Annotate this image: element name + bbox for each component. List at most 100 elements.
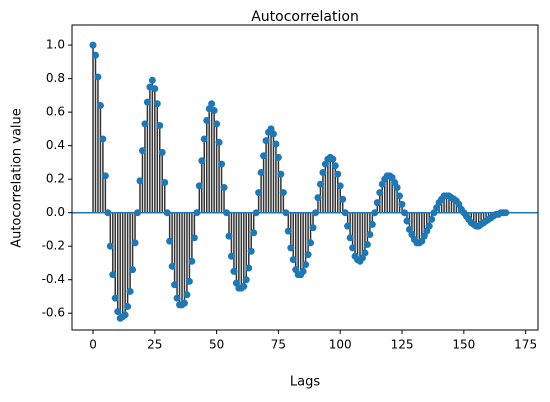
stem-marker xyxy=(104,209,112,217)
y-tick-label: 0.8 xyxy=(46,71,65,85)
x-tick-label: 25 xyxy=(147,338,162,352)
stem-marker xyxy=(136,177,144,185)
stem-marker xyxy=(302,261,310,269)
stem-marker xyxy=(331,162,339,170)
stem-marker xyxy=(257,168,265,176)
stem-marker xyxy=(363,241,371,249)
stem-marker xyxy=(403,217,411,225)
stem-marker xyxy=(227,252,235,260)
stem-marker xyxy=(161,179,169,187)
x-tick-label: 100 xyxy=(329,338,352,352)
stem-marker xyxy=(393,184,401,192)
y-tick-label: -0.4 xyxy=(42,272,65,286)
stem-marker xyxy=(190,234,198,242)
stem-marker xyxy=(245,264,253,272)
stem-marker xyxy=(193,209,201,217)
y-tick-label: 0.4 xyxy=(46,138,65,152)
y-tick-label: 0.6 xyxy=(46,105,65,119)
x-tick-label: 150 xyxy=(452,338,475,352)
stem-marker xyxy=(242,276,250,284)
stem-marker xyxy=(312,209,320,217)
stem-marker xyxy=(349,244,357,252)
stem-marker xyxy=(299,267,307,275)
stem-marker xyxy=(171,281,179,289)
stem-marker xyxy=(111,294,119,302)
stem-marker xyxy=(166,237,174,245)
stem-marker xyxy=(309,224,317,232)
x-tick-label: 75 xyxy=(271,338,286,352)
plot-frame xyxy=(71,24,539,331)
stem-marker xyxy=(148,76,156,84)
stem-marker xyxy=(126,287,134,295)
x-tick-label: 0 xyxy=(89,338,97,352)
stem-marker xyxy=(195,182,203,190)
x-axis-label: Lags xyxy=(290,375,320,390)
stem-marker xyxy=(428,215,436,223)
stem-marker xyxy=(376,189,384,197)
stem-marker xyxy=(272,140,280,148)
stem-marker xyxy=(121,311,129,319)
stem-marker xyxy=(250,229,258,237)
stem-marker xyxy=(334,170,342,178)
stem-marker xyxy=(138,147,146,155)
stem-marker xyxy=(200,135,208,143)
stem-marker xyxy=(282,209,290,217)
stem-marker xyxy=(425,222,433,230)
stem-marker xyxy=(230,267,238,275)
stem-marker xyxy=(213,120,221,128)
stem-marker xyxy=(225,232,233,240)
stem-marker xyxy=(141,120,149,128)
stem-marker xyxy=(156,122,164,130)
stem-marker xyxy=(366,230,374,238)
stem-marker xyxy=(173,294,181,302)
stem-marker xyxy=(198,157,206,165)
stem-marker xyxy=(183,291,191,299)
stem-marker xyxy=(168,262,176,270)
stem-marker xyxy=(319,168,327,176)
y-tick-label: 0.2 xyxy=(46,172,65,186)
stem-marker xyxy=(153,100,161,108)
stem-marker xyxy=(215,138,223,146)
stem-marker xyxy=(316,180,324,188)
stem-marker xyxy=(368,220,376,228)
stem-marker xyxy=(284,227,292,235)
stem-marker xyxy=(180,299,188,307)
stem-marker xyxy=(129,266,137,274)
stem-marker xyxy=(101,172,109,180)
stem-marker xyxy=(255,189,263,197)
stem-marker xyxy=(279,189,287,197)
stem-marker xyxy=(158,148,166,156)
stem-marker xyxy=(91,51,99,59)
stem-marker xyxy=(341,209,349,217)
stem-marker xyxy=(304,251,312,259)
stem-marker xyxy=(96,101,104,109)
stem-marker xyxy=(307,239,315,247)
stem-marker xyxy=(134,209,142,217)
stem-marker xyxy=(277,170,285,178)
chart-title: Autocorrelation xyxy=(251,9,359,25)
stem-marker xyxy=(208,100,216,108)
stem-marker xyxy=(163,209,171,217)
stem-marker xyxy=(240,282,248,290)
stem-marker xyxy=(94,73,102,81)
stem-marker xyxy=(151,85,159,93)
stem-marker xyxy=(185,277,193,285)
stem-marker xyxy=(371,209,379,217)
stem-marker xyxy=(361,249,369,257)
stem-marker xyxy=(336,182,344,190)
stem-marker xyxy=(247,247,255,255)
stem-marker xyxy=(344,222,352,230)
stem-marker xyxy=(373,199,381,207)
stem-marker xyxy=(398,200,406,208)
stem-marker xyxy=(188,257,196,265)
x-tick-label: 175 xyxy=(514,338,537,352)
x-tick-label: 50 xyxy=(209,338,224,352)
stem-marker xyxy=(289,256,297,264)
stem-marker xyxy=(109,271,117,279)
stem-marker xyxy=(210,106,218,114)
stem-marker xyxy=(106,242,114,250)
stem-marker xyxy=(287,244,295,252)
stem-marker xyxy=(346,234,354,242)
stem-marker xyxy=(220,184,228,192)
stem-marker xyxy=(124,303,132,311)
